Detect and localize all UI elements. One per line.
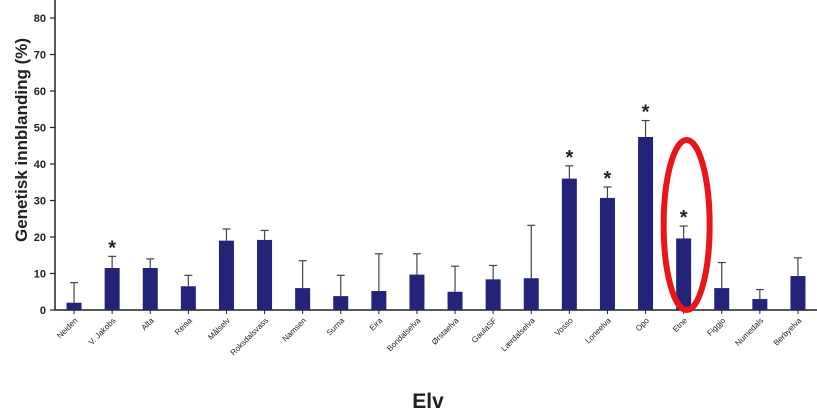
bar-Opo: [638, 136, 654, 310]
y-tick-label: 40: [34, 159, 46, 171]
bar-Ørstaelva: [447, 291, 463, 310]
y-tick-label: 60: [34, 86, 46, 98]
bar-Alta: [142, 268, 158, 310]
category-label: Lærdalselva: [499, 316, 537, 354]
significance-star: *: [604, 168, 612, 190]
category-label: Reisa: [173, 316, 194, 337]
bar-V. Jakobs: [104, 268, 120, 310]
y-tick-label: 20: [34, 232, 46, 244]
bar-GaulaSF: [485, 279, 501, 310]
y-tick-label: 30: [34, 196, 46, 208]
category-label: Neiden: [55, 316, 79, 340]
bar-Reisa: [180, 286, 196, 310]
category-label: Namsen: [281, 316, 308, 343]
bar-Loneelva: [599, 197, 615, 310]
bar-Lærdalselva: [523, 278, 539, 310]
category-label: Eira: [368, 316, 385, 333]
bars-group: * * * * *: [66, 102, 806, 314]
bar-Figgjo: [714, 288, 730, 310]
category-label: Figgjo: [705, 316, 727, 338]
y-axis-ticks: 0 10 20 30 40 50 60 70 80: [34, 13, 55, 317]
y-tick-label: 50: [34, 123, 46, 135]
bar-Namsen: [295, 288, 311, 310]
category-label: GaulaSF: [470, 316, 499, 345]
significance-star: *: [108, 237, 116, 259]
y-axis-title: Genetisk innblanding (%): [12, 38, 31, 242]
category-label: Numedals: [733, 316, 765, 348]
significance-star: *: [642, 102, 650, 124]
significance-star: *: [565, 147, 573, 169]
bar-Bondalselva: [409, 274, 425, 310]
bar-Surna: [333, 296, 349, 310]
bar-Numedals: [752, 299, 768, 310]
y-tick-label: 0: [40, 305, 46, 317]
bar-Etne: [676, 238, 692, 310]
category-label: Bondalselva: [385, 316, 423, 354]
category-label: Opo: [634, 316, 651, 333]
category-labels: Neiden V. Jakobs Alta Reisa MålselvRoksdalsv…: [55, 316, 804, 358]
category-label: Berbyelva: [772, 316, 804, 348]
bar-Eira: [371, 291, 387, 310]
bar-Berbyelva: [790, 276, 806, 310]
category-label: Etne: [671, 316, 689, 334]
y-tick-label: 70: [34, 50, 46, 62]
category-label: Målselv: [206, 316, 232, 342]
bar-Målselv: [218, 240, 234, 310]
highlight-ellipse: [660, 137, 713, 313]
bar-Roksdalsvass: [257, 239, 273, 310]
category-label: Ørstaelva: [430, 316, 461, 347]
category-label: V. Jakobs: [87, 316, 118, 347]
category-label: Loneelva: [584, 316, 614, 346]
bar-Neiden: [66, 302, 82, 310]
x-axis-title: Elv: [412, 390, 444, 412]
bar-Vosso: [561, 178, 577, 310]
category-label: Roksdalsvass: [229, 316, 270, 357]
category-label: Vosso: [553, 316, 575, 338]
category-label: Alta: [140, 316, 157, 333]
category-label: Surna: [325, 316, 347, 338]
y-tick-label: 10: [34, 269, 46, 281]
y-tick-label: 80: [34, 13, 46, 25]
significance-star: *: [680, 207, 688, 229]
